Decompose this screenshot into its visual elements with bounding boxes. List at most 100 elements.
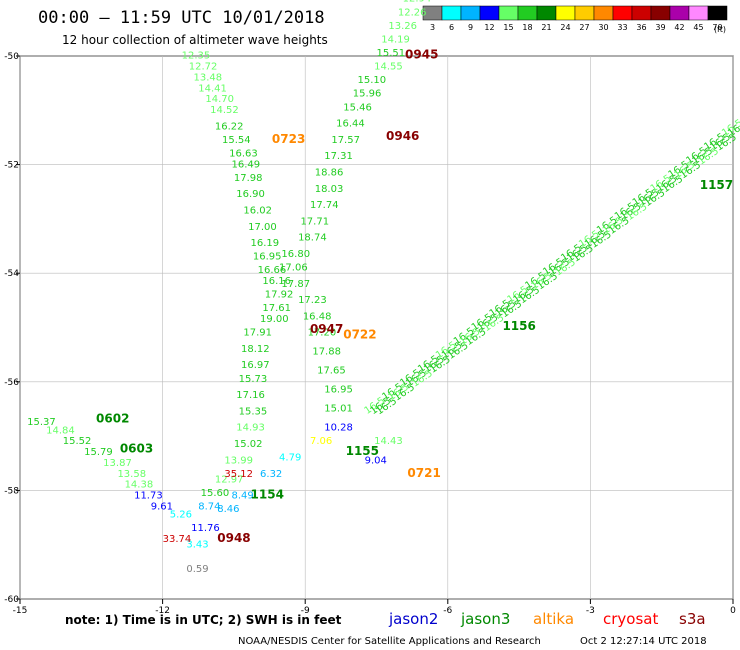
swh-point: 16.48 — [303, 311, 332, 322]
swh-point: 10.28 — [324, 423, 353, 434]
swh-point: 14.19 — [381, 34, 410, 45]
swh-point: 18.03 — [315, 184, 344, 195]
footer-timestamp: Oct 2 12:27:14 UTC 2018 — [580, 636, 707, 647]
colorbar-swatch — [593, 5, 614, 21]
pass-time-label: 0946 — [386, 129, 419, 143]
swh-point: 16.66 — [258, 265, 287, 276]
pass-time-label: 0948 — [217, 531, 250, 545]
colorbar-swatch — [498, 5, 519, 21]
y-tick-label: -50 — [4, 52, 19, 62]
x-tick-label: -12 — [155, 606, 170, 616]
swh-point: 16.19 — [251, 238, 280, 249]
swh-point: 17.57 — [331, 135, 360, 146]
pass-time-label: 0722 — [343, 327, 376, 341]
swh-point: 17.92 — [265, 290, 294, 301]
swh-point: 11.76 — [191, 523, 220, 534]
swh-point: 14.38 — [125, 480, 154, 491]
swh-point: 17.31 — [324, 151, 353, 162]
swh-point: 15.54 — [222, 135, 251, 146]
swh-point: 4.79 — [279, 453, 301, 464]
x-tick-label: -9 — [301, 606, 310, 616]
swh-point: 16.44 — [336, 119, 365, 130]
colorbar-swatch — [688, 5, 709, 21]
swh-point: 12.26 — [398, 7, 427, 18]
swh-point: 14.52 — [210, 105, 239, 116]
swh-point: 17.61 — [262, 303, 291, 314]
colorbar-label: 70 — [712, 23, 722, 32]
legend-entry: jason3 — [460, 610, 510, 628]
swh-point: 14.55 — [374, 62, 403, 73]
swh-point: 17.87 — [281, 279, 310, 290]
swh-point: 14.70 — [205, 94, 234, 105]
colorbar-swatch — [574, 5, 595, 21]
swh-point: 8.74 — [198, 501, 220, 512]
y-tick-label: -52 — [4, 161, 19, 171]
swh-point: 12.94 — [403, 0, 432, 5]
colorbar-swatch — [460, 5, 481, 21]
legend-entry: jason2 — [388, 610, 438, 628]
swh-point: 12.35 — [182, 51, 211, 62]
swh-point: 14.43 — [374, 436, 403, 447]
swh-point: 15.02 — [234, 439, 263, 450]
swh-point: 13.26 — [388, 21, 417, 32]
swh-point: 8.49 — [232, 491, 254, 502]
pass-time-label: 1154 — [251, 488, 284, 502]
colorbar-label: 42 — [674, 23, 684, 32]
axes: -15 -12 -9 -6 -3 0 -50 -52 -54 -56 -58 -60 — [4, 52, 736, 616]
swh-point: 6.32 — [260, 469, 282, 480]
swh-point: 3.43 — [186, 539, 208, 550]
pass-time-label: 0945 — [405, 48, 438, 62]
grid — [19, 55, 734, 600]
swh-point: 12.97 — [215, 474, 244, 485]
pass-time-label: 0947 — [310, 322, 343, 336]
swh-point: 15.51 — [377, 48, 406, 59]
colorbar-swatch — [650, 5, 671, 21]
y-tick-label: -54 — [4, 269, 19, 279]
swh-point: 17.98 — [234, 173, 263, 184]
colorbar-label: 6 — [449, 23, 454, 32]
swh-point: 9.61 — [151, 501, 173, 512]
swh-point: 17.71 — [300, 216, 329, 227]
swh-point: 19.00 — [260, 314, 289, 325]
swh-point: 16.80 — [281, 249, 310, 260]
colorbar-label: 9 — [468, 23, 473, 32]
colorbar-label: 30 — [598, 23, 608, 32]
colorbar-label: 45 — [693, 23, 703, 32]
colorbar-label: 27 — [579, 23, 589, 32]
swh-point: 16.16 — [262, 276, 291, 287]
swh-point: 14.93 — [236, 423, 265, 434]
swh-point: 15.37 — [27, 417, 56, 428]
x-tick-label: 0 — [730, 606, 736, 616]
swh-point: 33.74 — [163, 534, 192, 545]
pass-time-label: 0721 — [407, 466, 440, 480]
colorbar-swatch — [441, 5, 462, 21]
swh-point: 15.35 — [239, 406, 268, 417]
swh-point: 18.74 — [298, 233, 327, 244]
swh-point: 16.63 — [229, 148, 258, 159]
x-tick-label: -6 — [443, 606, 452, 616]
swh-point: 14.41 — [198, 83, 227, 94]
colorbar-label: 18 — [522, 23, 532, 32]
swh-point: 15.79 — [84, 447, 113, 458]
swh-point: 13.58 — [117, 469, 146, 480]
colorbar-label: 3 — [430, 23, 435, 32]
chart-subtitle: 12 hour collection of altimeter wave hei… — [62, 33, 328, 47]
pass-time-label: 1155 — [346, 444, 379, 458]
swh-point: 0.59 — [186, 564, 208, 575]
time-labels: 0945 0946 0723 0947 0722 0602 0603 1155 0721 1154… — [96, 48, 733, 545]
colorbar-label: 39 — [655, 23, 665, 32]
colorbar-swatch — [669, 5, 690, 21]
swh-point: 16.90 — [236, 189, 265, 200]
swh-point: 17.20 — [308, 328, 337, 339]
swh-point: 18.86 — [315, 167, 344, 178]
swh-point: 14.84 — [46, 425, 75, 436]
colorbar-label: 21 — [541, 23, 551, 32]
chart-title: 00:00 – 11:59 UTC 10/01/2018 — [38, 8, 325, 28]
swh-point: 17.65 — [317, 366, 346, 377]
swh-point: 17.16 — [236, 390, 265, 401]
swh-point: 16.97 — [241, 360, 270, 371]
colorbar-label: 24 — [560, 23, 570, 32]
pass-time-label: 0602 — [96, 412, 129, 426]
